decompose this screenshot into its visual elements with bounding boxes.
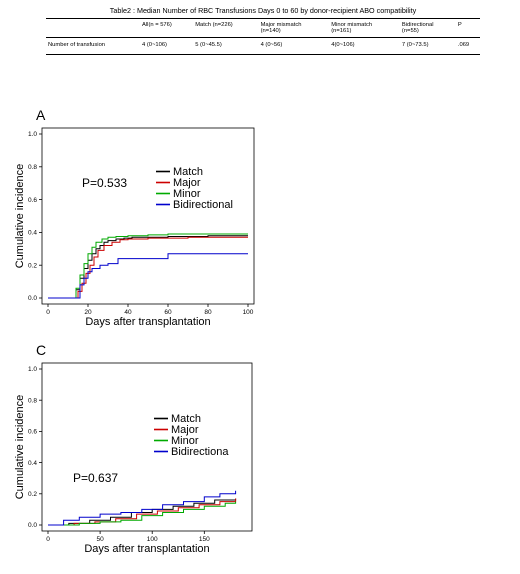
- legend-entry-bidirectiona: Bidirectiona: [171, 446, 229, 458]
- series-line-bidirectional: [48, 253, 248, 299]
- results-table-section: Table2 : Median Number of RBC Transfusio…: [46, 6, 480, 55]
- legend-entry-match: Match: [173, 166, 203, 178]
- table-caption: Table2 : Median Number of RBC Transfusio…: [109, 6, 417, 15]
- y-tick-label: 1.0: [28, 366, 37, 373]
- x-tick-label: 0: [46, 309, 50, 316]
- panel-c-plot-frame: [41, 362, 253, 532]
- series-line-bidirectiona: [48, 490, 237, 526]
- value-cell-p: .069: [455, 37, 480, 55]
- y-tick-label: 0.2: [28, 491, 37, 498]
- value-cell-major: 4 (0~56): [258, 37, 330, 55]
- header-cell-minor: Minor mismatch (n=161): [329, 18, 400, 38]
- legend-entry-match: Match: [171, 413, 201, 425]
- panel-a-y-axis-title: Cumulative incidence: [14, 164, 26, 269]
- legend-entry-minor: Minor: [171, 435, 199, 447]
- y-tick-label: 0.8: [28, 164, 37, 171]
- panel-a-p-value: P=0.533: [82, 176, 127, 190]
- x-tick-label: 50: [96, 536, 104, 543]
- x-tick-label: 80: [204, 309, 212, 316]
- y-tick-label: 0.0: [28, 295, 37, 302]
- y-tick-label: 0.6: [28, 429, 37, 436]
- header-cell-major: Major mismatch (n=140): [258, 18, 330, 38]
- legend-entry-bidirectional: Bidirectional: [173, 199, 233, 211]
- header-cell-all: All(n = 576): [140, 18, 194, 38]
- x-tick-label: 40: [124, 309, 132, 316]
- panel-a-x-axis-title: Days after transplantation: [85, 316, 210, 328]
- value-cell-all: 4 (0~106): [140, 37, 194, 55]
- y-tick-label: 1.0: [28, 131, 37, 138]
- panel-d-chart: D0.00.20.40.60.81.001000200030004000Days…: [519, 422, 520, 474]
- header-cell-bidirectional: Bidirectional (n=55): [399, 18, 456, 38]
- row-label-cell: Number of transfusion: [46, 37, 140, 55]
- panel-c-y-axis-title: Cumulative incidence: [14, 395, 26, 500]
- x-tick-label: 100: [147, 536, 158, 543]
- panel-a-plot-frame: [41, 127, 255, 305]
- series-line-major: [48, 236, 248, 299]
- header-cell-match: Match (n=226): [193, 18, 259, 38]
- y-tick-label: 0.2: [28, 262, 37, 269]
- value-cell-bidirectional: 7 (0~73.5): [399, 37, 456, 55]
- y-tick-label: 0.8: [28, 397, 37, 404]
- x-tick-label: 20: [84, 309, 92, 316]
- panel-a-label: A: [36, 107, 46, 123]
- header-cell-blank: [46, 18, 140, 38]
- x-tick-label: 0: [46, 536, 50, 543]
- y-tick-label: 0.4: [28, 460, 37, 467]
- series-line-match: [48, 235, 248, 299]
- panel-c-p-value: P=0.637: [73, 471, 118, 485]
- table-header-row: All(n = 576) Match (n=226) Major mismatc…: [46, 18, 480, 38]
- legend-entry-major: Major: [171, 424, 199, 436]
- x-tick-label: 60: [164, 309, 172, 316]
- value-cell-minor: 4(0~106): [329, 37, 400, 55]
- panel-a-chart: A 0.0 0.2 0.4 0.6 0.8 1.0 0 20 40 60 80 100 Days afte…: [14, 107, 255, 328]
- value-cell-match: 5 (0~45.5): [193, 37, 259, 55]
- series-line-minor: [48, 233, 248, 299]
- panel-c-label: C: [36, 342, 46, 358]
- table-row: Number of transfusion 4 (0~106) 5 (0~45.…: [46, 37, 480, 55]
- header-cell-p: P: [455, 18, 480, 38]
- series-line-minor: [48, 501, 237, 526]
- y-tick-label: 0.4: [28, 230, 37, 237]
- x-tick-label: 150: [199, 536, 210, 543]
- x-tick-label: 100: [243, 309, 254, 316]
- y-tick-label: 0.6: [28, 197, 37, 204]
- panel-b-chart: B0.00.20.40.60.81.00246810Days after tra…: [260, 107, 520, 331]
- transfusion-table: All(n = 576) Match (n=226) Major mismatc…: [46, 18, 480, 55]
- legend-entry-minor: Minor: [173, 188, 201, 200]
- y-tick-label: 0.0: [28, 522, 37, 529]
- panel-c-x-axis-title: Days after transplantation: [84, 543, 209, 555]
- legend-entry-major: Major: [173, 177, 201, 189]
